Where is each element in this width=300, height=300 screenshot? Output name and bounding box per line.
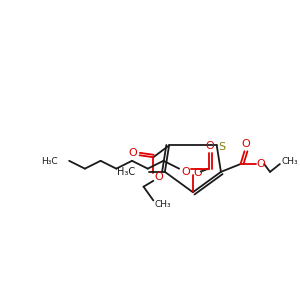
Text: CH₃: CH₃ — [155, 200, 172, 209]
Text: H₃C: H₃C — [41, 157, 57, 166]
Text: O: O — [241, 140, 250, 149]
Text: O: O — [205, 141, 214, 151]
Text: O: O — [182, 167, 190, 177]
Text: O: O — [257, 159, 266, 169]
Text: CH₃: CH₃ — [281, 157, 298, 166]
Text: O: O — [128, 148, 137, 158]
Text: S: S — [218, 142, 225, 152]
Text: O: O — [194, 168, 202, 178]
Text: O: O — [154, 172, 163, 182]
Text: H₃C: H₃C — [117, 167, 135, 177]
